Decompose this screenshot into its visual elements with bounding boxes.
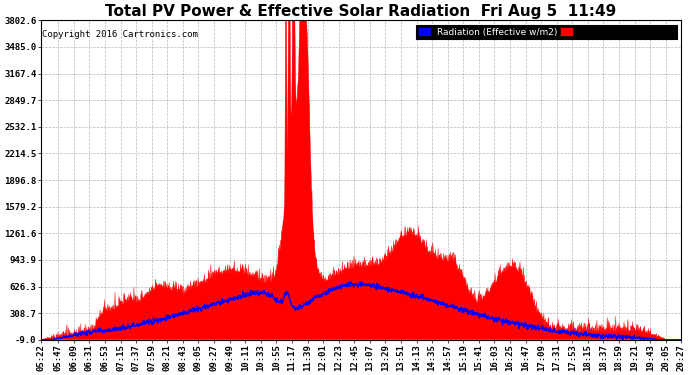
Text: Copyright 2016 Cartronics.com: Copyright 2016 Cartronics.com (42, 30, 198, 39)
Legend: Radiation (Effective w/m2), PV Panels (DC Watts): Radiation (Effective w/m2), PV Panels (D… (416, 25, 677, 39)
Title: Total PV Power & Effective Solar Radiation  Fri Aug 5  11:49: Total PV Power & Effective Solar Radiati… (106, 4, 617, 19)
